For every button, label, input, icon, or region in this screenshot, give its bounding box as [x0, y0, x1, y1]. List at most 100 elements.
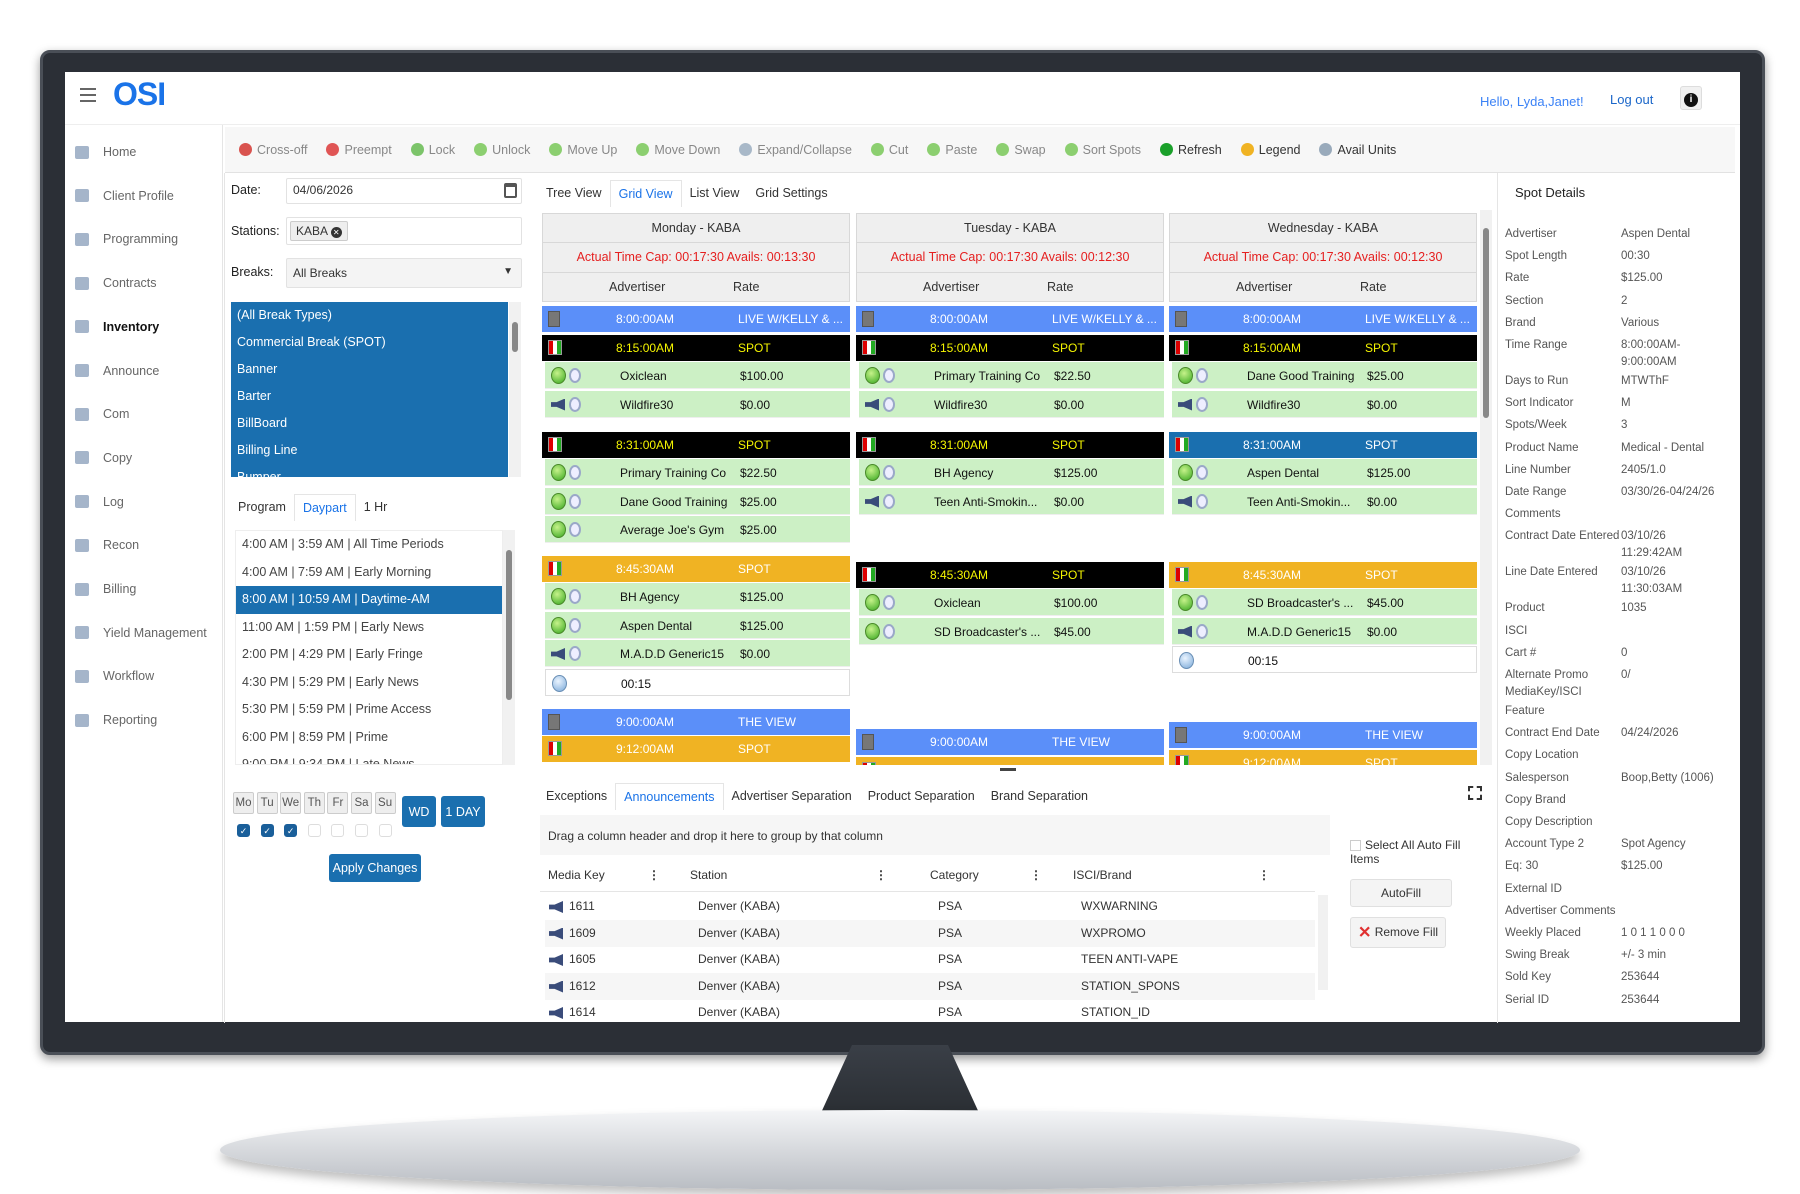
- table-row[interactable]: 1609 Denver (KABA) PSA WXPROMO: [545, 919, 1315, 947]
- break-type-option[interactable]: Bumper: [237, 470, 281, 477]
- column-menu-icon[interactable]: ⋮: [875, 868, 887, 882]
- daypart-option[interactable]: 5:30 PM | 5:59 PM | Prime Access: [242, 702, 432, 716]
- table-row[interactable]: 1611 Denver (KABA) PSA WXWARNING: [545, 893, 1315, 920]
- break-list-scrollbar[interactable]: [509, 302, 521, 477]
- tab-advertiser-separation[interactable]: Advertiser Separation: [731, 789, 852, 803]
- spot-row[interactable]: Wildfire30 $0.00: [545, 390, 850, 418]
- day-toggle-we[interactable]: We: [280, 792, 302, 814]
- spot-row[interactable]: Teen Anti-Smokin... $0.00: [859, 487, 1164, 515]
- daypart-option[interactable]: 4:30 PM | 5:29 PM | Early News: [242, 674, 419, 689]
- sidebar-item-recon[interactable]: Recon: [75, 534, 139, 556]
- break-header-row[interactable]: 8:31:00AM SPOT: [1169, 432, 1477, 458]
- day-toggle-th[interactable]: Th: [303, 792, 325, 814]
- day-checkbox-mo[interactable]: ✓: [237, 824, 250, 837]
- tab-tree-view[interactable]: Tree View: [546, 186, 602, 200]
- break-header-row[interactable]: 8:31:00AM SPOT: [856, 432, 1164, 458]
- advertiser-header[interactable]: Advertiser: [1236, 280, 1293, 294]
- info-button[interactable]: i: [1680, 86, 1702, 110]
- spot-row[interactable]: BH Agency $125.00: [859, 459, 1164, 486]
- legend-button[interactable]: Legend: [1240, 143, 1300, 157]
- daypart-scrollbar[interactable]: [503, 530, 515, 765]
- paste-button[interactable]: Paste: [927, 143, 977, 157]
- sidebar-item-programming[interactable]: Programming: [75, 228, 178, 250]
- spot-row[interactable]: Teen Anti-Smokin... $0.00: [1172, 487, 1477, 515]
- refresh-button[interactable]: Refresh: [1159, 143, 1222, 157]
- day-checkbox-tu[interactable]: ✓: [260, 824, 274, 837]
- apply-changes-button[interactable]: Apply Changes: [329, 854, 421, 882]
- sort-spots-button[interactable]: Sort Spots: [1064, 143, 1141, 157]
- break-header-row[interactable]: 8:31:00AM SPOT: [542, 432, 850, 458]
- weekdays-button[interactable]: WD: [402, 796, 436, 827]
- spot-row[interactable]: SD Broadcaster's ... $45.00: [1172, 589, 1477, 616]
- table-row[interactable]: 1614 Denver (KABA) PSA STATION_ID: [545, 999, 1315, 1026]
- break-header-row[interactable]: 8:00:00AM LIVE W/KELLY & ...: [1169, 306, 1477, 332]
- sidebar-item-copy[interactable]: Copy: [75, 447, 132, 469]
- tab-product-separation[interactable]: Product Separation: [867, 789, 975, 803]
- sidebar-item-billing[interactable]: Billing: [75, 578, 136, 600]
- break-header-row[interactable]: 8:15:00AM SPOT: [856, 335, 1164, 361]
- daypart-list[interactable]: 4:00 AM | 3:59 AM | All Time Periods 4:00…: [235, 530, 503, 765]
- cross-off-button[interactable]: Cross-off: [239, 143, 307, 157]
- tab-grid-view[interactable]: Grid View: [609, 180, 682, 207]
- rate-header[interactable]: Rate: [1047, 280, 1074, 294]
- break-type-option[interactable]: Banner: [237, 362, 278, 376]
- remove-fill-button[interactable]: ✕ Remove Fill: [1350, 917, 1446, 948]
- spot-row[interactable]: 00:15: [545, 668, 850, 696]
- sidebar-item-yield-management[interactable]: Yield Management: [75, 622, 207, 644]
- splitter-handle-icon[interactable]: [1000, 768, 1016, 771]
- spot-row[interactable]: Oxiclean $100.00: [859, 589, 1164, 616]
- advertiser-header[interactable]: Advertiser: [609, 280, 666, 294]
- stations-field[interactable]: KABA ✕: [286, 217, 522, 245]
- spot-row[interactable]: BH Agency $125.00: [545, 583, 850, 610]
- tab-daypart[interactable]: Daypart: [293, 494, 356, 521]
- column-menu-icon[interactable]: ⋮: [1258, 868, 1270, 882]
- day-checkbox-th[interactable]: [307, 824, 321, 837]
- swap-button[interactable]: Swap: [996, 143, 1046, 157]
- sidebar-item-log[interactable]: Log: [75, 491, 124, 513]
- sidebar-item-contracts[interactable]: Contracts: [75, 272, 157, 294]
- table-scrollbar[interactable]: [1318, 895, 1328, 990]
- preempt-button[interactable]: Preempt: [326, 143, 392, 157]
- move-down-button[interactable]: Move Down: [636, 143, 720, 157]
- tab-exceptions[interactable]: Exceptions: [546, 789, 608, 803]
- move-up-button[interactable]: Move Up: [549, 143, 617, 157]
- lock-button[interactable]: Lock: [410, 143, 455, 157]
- sidebar-item-workflow[interactable]: Workflow: [75, 665, 154, 687]
- spot-row[interactable]: 00:15: [1172, 646, 1477, 673]
- break-header-row[interactable]: 8:45:30AM SPOT: [542, 556, 850, 582]
- sidebar-item-home[interactable]: Home: [75, 141, 136, 163]
- break-type-option[interactable]: Barter: [237, 389, 272, 403]
- spot-row[interactable]: Average Joe's Gym $25.00: [545, 516, 850, 543]
- autofill-button[interactable]: AutoFill: [1350, 879, 1452, 907]
- sidebar-item-client-profile[interactable]: Client Profile: [75, 185, 174, 207]
- hamburger-menu-icon[interactable]: [80, 88, 96, 102]
- group-by-area[interactable]: Drag a column header and drop it here to…: [540, 815, 1330, 855]
- select-all-autofill[interactable]: Select All Auto Fill Items: [1350, 838, 1490, 866]
- daypart-option[interactable]: 4:00 AM | 3:59 AM | All Time Periods: [242, 537, 444, 551]
- advertiser-header[interactable]: Advertiser: [923, 280, 980, 294]
- rate-header[interactable]: Rate: [733, 280, 760, 294]
- day-toggle-mo[interactable]: Mo: [233, 792, 254, 814]
- break-type-option[interactable]: Commercial Break (SPOT): [237, 335, 386, 349]
- break-header-row[interactable]: 8:45:30AM SPOT: [1169, 562, 1477, 588]
- sidebar-item-announce[interactable]: Announce: [75, 360, 159, 382]
- daypart-option[interactable]: 8:00 AM | 10:59 AM | Daytime-AM: [236, 586, 502, 614]
- break-header-row[interactable]: 9:00:00AM THE VIEW: [856, 729, 1164, 755]
- tab-list-view[interactable]: List View: [689, 186, 740, 200]
- spot-row[interactable]: Aspen Dental $125.00: [545, 611, 850, 639]
- date-field[interactable]: 04/06/2026: [286, 178, 522, 204]
- cut-button[interactable]: Cut: [870, 143, 908, 157]
- daypart-option[interactable]: 4:00 AM | 7:59 AM | Early Morning: [242, 564, 432, 579]
- tab-program[interactable]: Program: [238, 500, 286, 514]
- day-toggle-tu[interactable]: Tu: [256, 792, 278, 814]
- column-menu-icon[interactable]: ⋮: [1030, 868, 1042, 882]
- daypart-option[interactable]: 9:00 PM | 9:34 PM | Late News: [242, 757, 415, 765]
- column-header-category[interactable]: Category ⋮: [930, 868, 1042, 882]
- break-header-row[interactable]: 8:45:30AM SPOT: [856, 562, 1164, 588]
- break-type-option[interactable]: Billing Line: [237, 443, 298, 457]
- day-checkbox-sa[interactable]: [355, 824, 368, 837]
- break-type-option[interactable]: (All Break Types): [237, 308, 332, 322]
- spot-row[interactable]: SD Broadcaster's ... $45.00: [859, 617, 1164, 645]
- one-day-button[interactable]: 1 DAY: [441, 796, 485, 827]
- column-header-isci-brand[interactable]: ISCI/Brand ⋮: [1073, 868, 1270, 882]
